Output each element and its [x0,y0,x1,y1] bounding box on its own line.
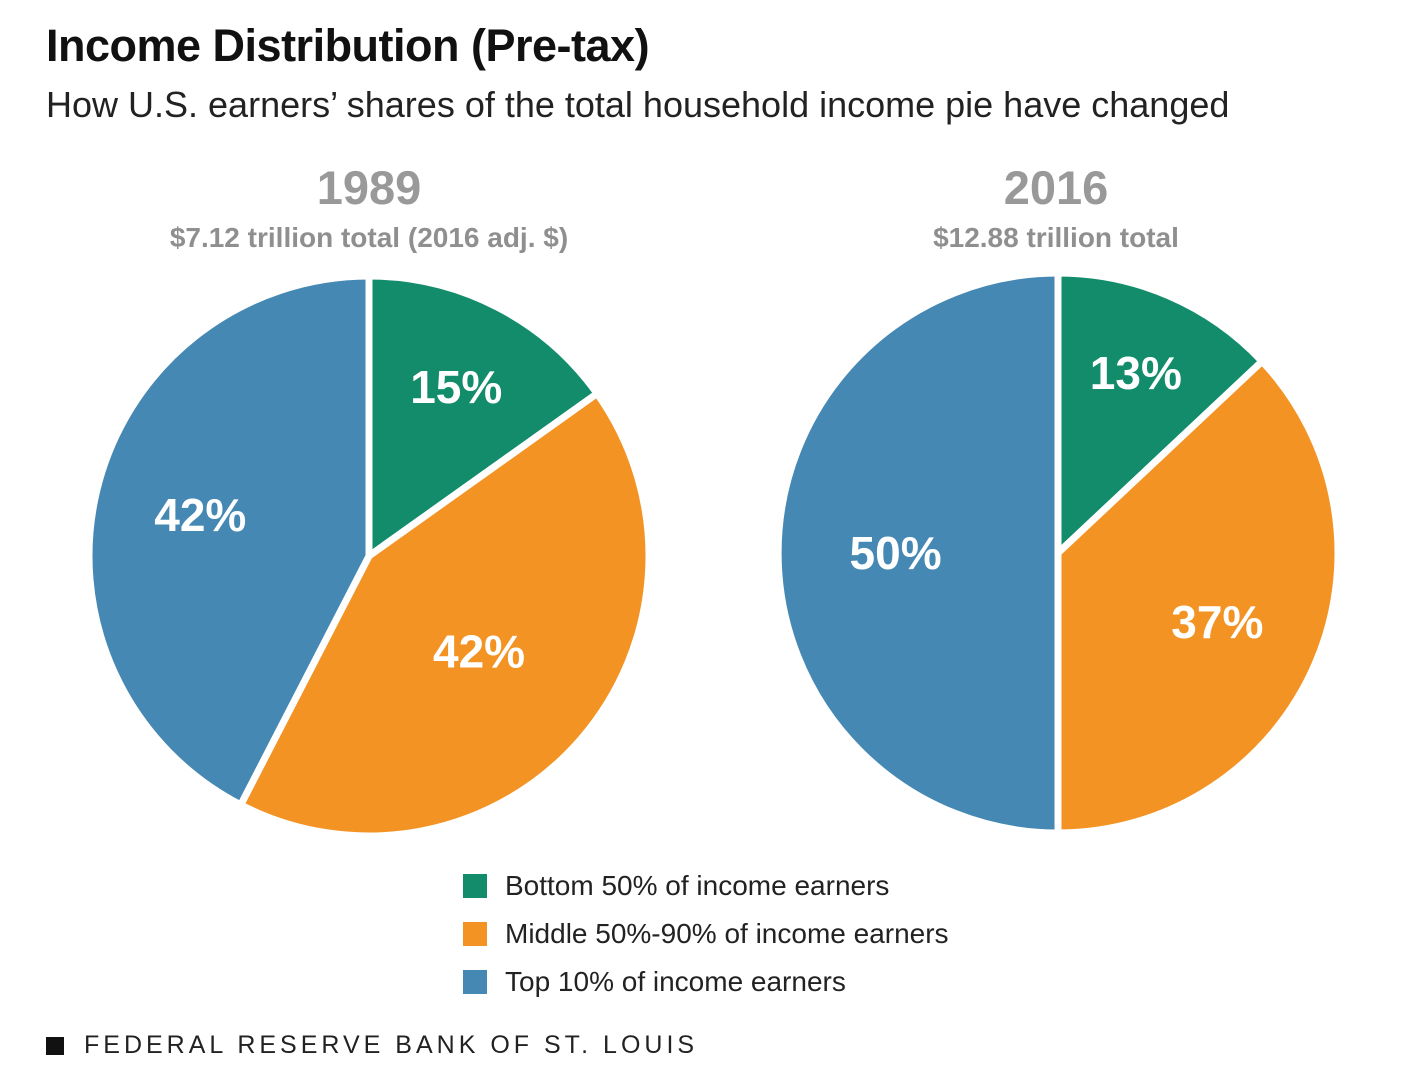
pie-2016-total: $12.88 trillion total [933,222,1179,253]
legend: Bottom 50% of income earners Middle 50%-… [463,862,949,1006]
legend-label-top: Top 10% of income earners [505,966,846,997]
footer: FEDERAL RESERVE BANK OF ST. LOUIS [46,1031,698,1060]
pie-2016-label-bottom: 13% [1090,347,1182,399]
pie-1989-year: 1989 [316,161,422,214]
pie-1989-label-top: 42% [154,489,246,541]
pie-2016-label-middle: 37% [1171,596,1263,648]
footer-square-icon [46,1036,64,1055]
pie-1989-label-bottom: 15% [410,361,502,413]
chart-subtitle: How U.S. earners’ shares of the total ho… [46,84,1230,125]
legend-label-bottom: Bottom 50% of income earners [505,870,890,901]
footer-text: FEDERAL RESERVE BANK OF ST. LOUIS [84,1031,699,1059]
chart-title: Income Distribution (Pre-tax) [46,20,650,71]
pie-2016-slice-middle [1054,357,1342,837]
pie-1989-slice-middle [237,390,653,840]
legend-swatch-bottom [463,874,487,898]
legend-item-top: Top 10% of income earners [463,958,949,1006]
legend-item-middle: Middle 50%-90% of income earners [463,910,949,958]
pie-2016-label-top: 50% [850,527,942,579]
pie-1989-total: $7.12 trillion total (2016 adj. $) [169,222,569,253]
pie-1989: 15% 42% 42% [85,272,653,840]
pie-2016-slice-top [774,269,1062,837]
pie-2016: 13% 37% 50% [774,269,1342,837]
pie-2016-year: 2016 [1003,161,1109,214]
pie-1989-slice-bottom [365,272,601,560]
legend-swatch-middle [463,922,487,946]
pie-1989-label-middle: 42% [433,625,525,677]
legend-item-bottom: Bottom 50% of income earners [463,862,949,910]
pie-1989-slice-top [85,272,373,809]
legend-label-middle: Middle 50%-90% of income earners [505,918,949,949]
legend-swatch-top [463,970,487,994]
pie-2016-slice-bottom [1054,269,1266,557]
